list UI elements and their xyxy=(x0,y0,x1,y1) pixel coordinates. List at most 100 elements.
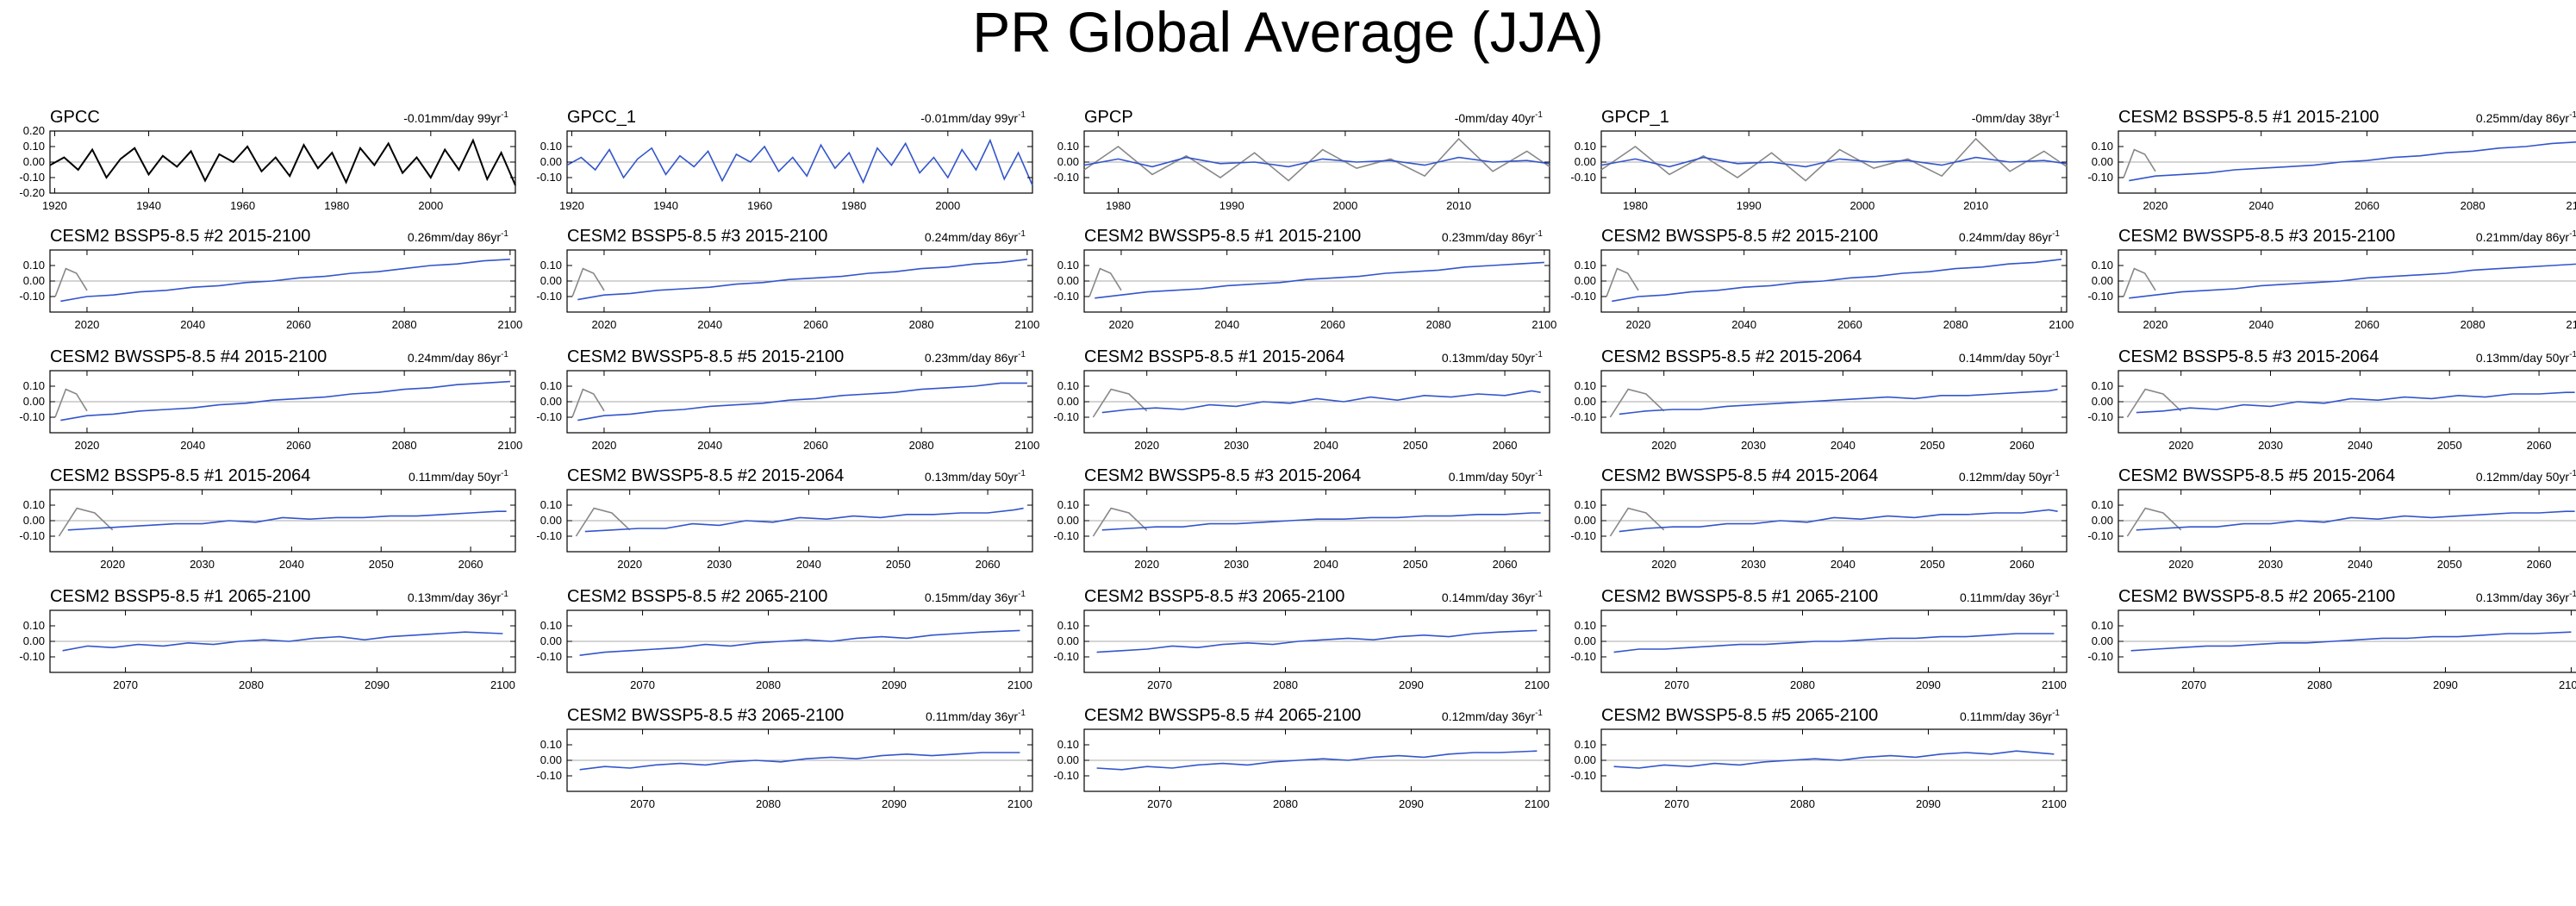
y-tick-label: -0.10 xyxy=(1570,290,1596,303)
trend-label: 0.12mm/day 50yr-1 xyxy=(2476,469,2576,484)
x-tick-label: 2020 xyxy=(2143,199,2167,212)
x-tick-label: 2050 xyxy=(1920,558,1945,571)
y-tick-label: -0.10 xyxy=(2087,650,2113,663)
x-tick-label: 2020 xyxy=(2168,558,2193,571)
y-tick-label: 0.10 xyxy=(1057,259,1079,272)
series-line-ref xyxy=(1092,388,1148,418)
panel-title: CESM2 BSSP5-8.5 #1 2015-2064 xyxy=(1084,347,1344,366)
x-tick-label: 1920 xyxy=(42,199,67,212)
y-tick-label: 0.00 xyxy=(540,155,562,168)
x-tick-label: 2100 xyxy=(2042,797,2067,810)
panel-24: 0.10 0.00 -0.10 2070 2080 2090 2100 CESM2 BWSSP… xyxy=(1570,587,2068,691)
panel-15: 0.10 0.00 -0.10 2020 2030 2040 2050 2060 CESM2 B… xyxy=(2087,347,2576,452)
panel-title: CESM2 BSSP5-8.5 #3 2015-2100 xyxy=(567,227,827,246)
y-tick-label: 0.00 xyxy=(540,395,562,408)
x-tick-label: 2060 xyxy=(803,439,828,452)
series-line-ref xyxy=(1088,267,1122,297)
trend-label: 0.11mm/day 36yr-1 xyxy=(926,709,1026,723)
x-tick-label: 2010 xyxy=(1963,199,1988,212)
trend-label: 0.14mm/day 50yr-1 xyxy=(1959,350,2061,365)
panel-17: 0.10 0.00 -0.10 2020 2030 2040 2050 2060 CESM2 B… xyxy=(536,466,1033,571)
x-tick-label: 1960 xyxy=(747,199,772,212)
y-tick-label: -0.10 xyxy=(1570,171,1596,184)
y-tick-label: 0.10 xyxy=(23,379,45,392)
y-tick-label: 0.00 xyxy=(2092,395,2113,408)
x-tick-label: 2040 xyxy=(697,318,722,331)
panel-28: 0.10 0.00 -0.10 2070 2080 2090 2100 CESM2 BWSSP… xyxy=(1570,706,2068,810)
y-tick-label: -0.10 xyxy=(19,410,45,423)
series-line-model xyxy=(60,259,510,303)
y-tick-label: -0.10 xyxy=(1570,650,1596,663)
trend-label: -0mm/day 38yr-1 xyxy=(1972,110,2061,125)
panel-title: CESM2 BSSP5-8.5 #2 2015-2100 xyxy=(50,227,310,246)
y-tick-label: 0.00 xyxy=(1057,395,1079,408)
x-tick-label: 1980 xyxy=(1623,199,1648,212)
x-tick-label: 2090 xyxy=(1916,797,1941,810)
y-tick-label: 0.20 xyxy=(23,124,45,137)
trend-label: 0.15mm/day 36yr-1 xyxy=(925,590,1026,604)
x-tick-label: 2100 xyxy=(2042,678,2067,691)
x-tick-label: 2060 xyxy=(2527,558,2552,571)
y-tick-label: -0.10 xyxy=(19,290,45,303)
trend-label: 0.13mm/day 36yr-1 xyxy=(2476,590,2576,604)
y-tick-label: -0.10 xyxy=(1053,650,1079,663)
x-tick-label: 2070 xyxy=(1147,678,1172,691)
x-tick-label: 2100 xyxy=(2566,199,2576,212)
panel-18: 0.10 0.00 -0.10 2020 2030 2040 2050 2060 CESM2 B… xyxy=(1053,466,1550,571)
panel-title: CESM2 BWSSP5-8.5 #1 2065-2100 xyxy=(1601,587,1878,606)
x-tick-label: 2060 xyxy=(286,439,311,452)
series-line-model xyxy=(584,507,1024,533)
x-tick-label: 2030 xyxy=(1741,439,1766,452)
x-tick-label: 2040 xyxy=(1731,318,1756,331)
series-line-model xyxy=(2136,510,2575,531)
series-line-model xyxy=(2130,631,2572,652)
y-tick-label: 0.10 xyxy=(1575,619,1596,632)
y-tick-label: -0.10 xyxy=(1570,529,1596,542)
x-tick-label: 2100 xyxy=(1525,678,1550,691)
x-tick-label: 2030 xyxy=(1224,439,1249,452)
series-line-model xyxy=(577,259,1027,301)
x-tick-label: 2100 xyxy=(490,678,515,691)
x-tick-label: 2040 xyxy=(1313,558,1338,571)
y-tick-label: -0.10 xyxy=(536,410,562,423)
x-tick-label: 2090 xyxy=(882,678,907,691)
x-tick-label: 2040 xyxy=(2249,318,2273,331)
series-line-model xyxy=(1600,156,2068,168)
panel-title: CESM2 BWSSP5-8.5 #4 2065-2100 xyxy=(1084,706,1361,725)
series-line-model xyxy=(1096,629,1537,653)
y-tick-label: 0.10 xyxy=(1057,140,1079,153)
y-tick-label: 0.10 xyxy=(540,498,562,511)
x-tick-label: 2090 xyxy=(1916,678,1941,691)
x-tick-label: 2090 xyxy=(1399,678,1424,691)
x-tick-label: 2080 xyxy=(756,678,781,691)
y-tick-label: 0.10 xyxy=(1575,498,1596,511)
x-tick-label: 2050 xyxy=(1403,439,1428,452)
series-line-ref xyxy=(1092,507,1148,537)
x-tick-label: 2040 xyxy=(2348,558,2373,571)
y-tick-label: 0.10 xyxy=(1575,259,1596,272)
y-tick-label: 0.00 xyxy=(1575,753,1596,766)
trend-label: 0.13mm/day 50yr-1 xyxy=(2476,350,2576,365)
panel-12: 0.10 0.00 -0.10 2020 2040 2060 2080 2100 CESM2 B… xyxy=(536,347,1039,452)
y-tick-label: 0.10 xyxy=(540,379,562,392)
x-tick-label: 2080 xyxy=(909,439,934,452)
x-tick-label: 2020 xyxy=(1134,558,1159,571)
x-tick-label: 1940 xyxy=(653,199,678,212)
x-tick-label: 2070 xyxy=(1664,797,1689,810)
y-tick-label: 0.10 xyxy=(2092,140,2113,153)
trend-label: 0.11mm/day 36yr-1 xyxy=(1960,590,2060,604)
x-tick-label: 2100 xyxy=(1014,318,1039,331)
y-tick-label: 0.10 xyxy=(23,140,45,153)
x-tick-label: 2100 xyxy=(1525,797,1550,810)
x-tick-label: 1960 xyxy=(230,199,255,212)
y-tick-label: 0.10 xyxy=(23,259,45,272)
series-line-ref xyxy=(1609,507,1665,537)
x-tick-label: 2020 xyxy=(1651,558,1676,571)
series-line-model xyxy=(1095,261,1544,299)
y-tick-label: 0.00 xyxy=(23,395,45,408)
x-tick-label: 2030 xyxy=(1224,558,1249,571)
series-line-ref xyxy=(575,507,631,537)
x-tick-label: 2070 xyxy=(113,678,138,691)
x-tick-label: 2060 xyxy=(803,318,828,331)
y-tick-label: 0.10 xyxy=(540,619,562,632)
